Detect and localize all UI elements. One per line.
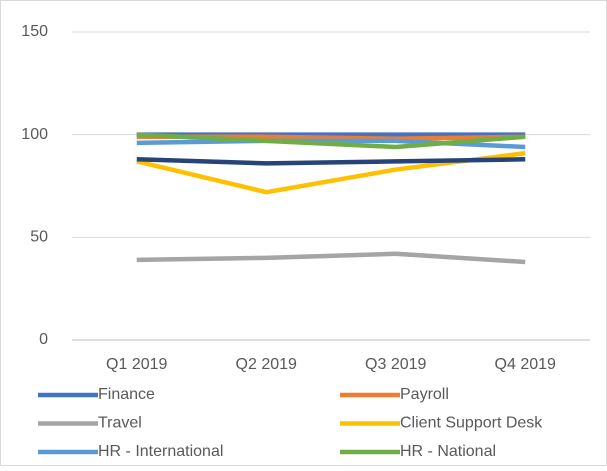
legend-label: HR - National (400, 443, 496, 460)
series-line (136, 157, 526, 166)
y-tick-label: 50 (30, 229, 48, 246)
x-tick-label: Q3 2019 (365, 356, 426, 373)
legend-label: HR - International (98, 443, 223, 460)
y-tick-label: 0 (39, 331, 48, 348)
x-tick-label: Q2 2019 (236, 356, 297, 373)
x-tick-label: Q1 2019 (106, 356, 167, 373)
legend-label: Finance (98, 386, 155, 403)
x-tick-label: Q4 2019 (495, 356, 556, 373)
y-tick-label: 150 (21, 23, 48, 40)
legend-label: Client Support Desk (400, 415, 543, 432)
y-tick-label: 100 (21, 126, 48, 143)
legend-label: Payroll (400, 386, 449, 403)
legend-label: Travel (98, 415, 142, 432)
series-line (136, 251, 526, 265)
series-line (136, 132, 526, 150)
